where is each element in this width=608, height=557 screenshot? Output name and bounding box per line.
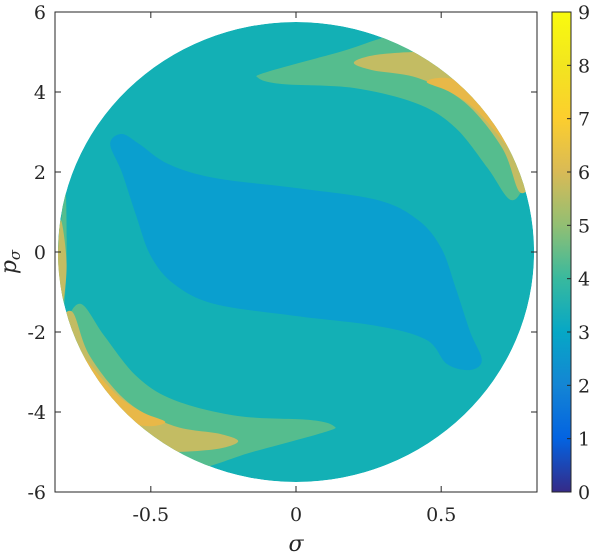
- colorbar-tick-label-7: 7: [578, 109, 590, 131]
- colorbar-tick-label-1: 1: [578, 429, 590, 451]
- x-tick-label-2: 0.5: [426, 504, 456, 526]
- y-tick-label-0: -6: [27, 482, 46, 504]
- colorbar-tick-label-8: 8: [578, 55, 590, 77]
- y-tick-label-4: 2: [34, 162, 46, 184]
- colorbar-tick-label-3: 3: [578, 322, 590, 344]
- y-tick-label-2: -2: [27, 322, 46, 344]
- contour-level-3-region-0: [110, 134, 482, 371]
- y-axis: -6 -4 -2 0 2 4 6: [27, 2, 537, 504]
- x-tick-label-0: -0.5: [132, 504, 169, 526]
- colorbar: 0 1 2 3 4 5 6 7 8 9: [551, 2, 590, 504]
- colorbar-tick-label-0: 0: [578, 482, 590, 504]
- colorbar-gradient: [551, 11, 572, 493]
- colorbar-tick-label-9: 9: [578, 2, 590, 24]
- colorbar-tick-label-2: 2: [578, 375, 590, 397]
- colorbar-tick-label-4: 4: [578, 269, 590, 291]
- y-tick-label-1: -4: [27, 402, 46, 424]
- colorbar-tick-label-6: 6: [578, 162, 590, 184]
- y-axis-label: pσ: [0, 249, 24, 274]
- y-axis-label-main: p: [0, 260, 22, 274]
- x-axis: -0.5 0 0.5: [132, 12, 456, 526]
- plot-area: [57, 22, 535, 482]
- y-axis-label-subscript: σ: [6, 249, 24, 260]
- x-axis-label: σ: [288, 532, 304, 557]
- y-tick-label-3: 0: [34, 242, 46, 264]
- colorbar-tick-label-5: 5: [578, 215, 590, 237]
- y-tick-label-5: 4: [34, 82, 46, 104]
- y-axis-label-group: pσ: [0, 249, 24, 274]
- y-tick-label-6: 6: [34, 2, 46, 24]
- x-tick-label-1: 0: [290, 504, 302, 526]
